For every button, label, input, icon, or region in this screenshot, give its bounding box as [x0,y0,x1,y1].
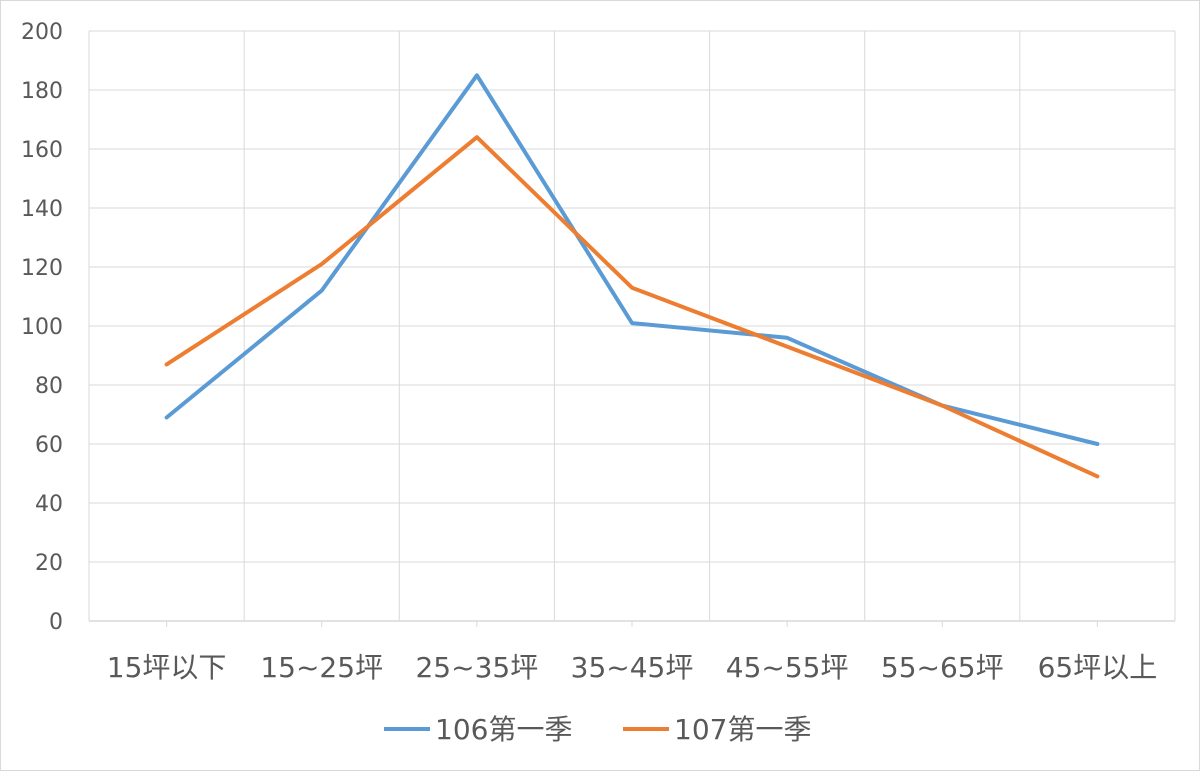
series-0-point [786,337,788,339]
y-axis: 0 20 40 60 80 100 120 140 160 180 200 [21,20,63,635]
x-tick-label: 65坪以上 [1038,651,1158,684]
y-tick-label: 180 [21,79,63,104]
x-tick-label: 55~65坪 [881,651,1004,684]
y-tick-label: 200 [21,20,63,45]
legend-label-0: 106第一季 [435,713,572,746]
series-1-point [321,263,323,265]
series-0-point [1096,443,1098,445]
y-tick-label: 20 [35,551,63,576]
y-tick-label: 80 [35,374,63,399]
y-tick-label: 160 [21,138,63,163]
series-1-point [631,287,633,289]
x-axis: 15坪以下 15~25坪 25~35坪 35~45坪 45~55坪 55~65坪 65坪以上 [89,620,1175,684]
series-0-point [631,322,633,324]
series-0-point [321,290,323,292]
y-tick-label: 120 [21,256,63,281]
y-tick-label: 140 [21,197,63,222]
legend: 106第一季 107第一季 [384,713,811,746]
series-lines [164,73,1100,479]
series-line-1 [164,135,1100,479]
x-tick-label: 15~25坪 [260,651,383,684]
legend-label-1: 107第一季 [674,713,811,746]
y-tick-label: 60 [35,433,63,458]
series-line-0 [164,73,1100,446]
y-tick-label: 40 [35,492,63,517]
x-tick-label: 45~55坪 [726,651,849,684]
series-1-point [1096,475,1098,477]
series-0-point [476,74,478,76]
gridlines [88,30,1176,621]
series-1-point [786,346,788,348]
series-0-point [166,416,168,418]
series-1-point [476,136,478,138]
x-tick-label: 15坪以下 [107,651,227,684]
y-tick-label: 0 [49,610,63,635]
x-tick-label: 35~45坪 [571,651,694,684]
series-1-point [166,363,168,365]
series-1-point [941,405,943,407]
x-tick-label: 25~35坪 [415,651,538,684]
y-tick-label: 100 [21,315,63,340]
